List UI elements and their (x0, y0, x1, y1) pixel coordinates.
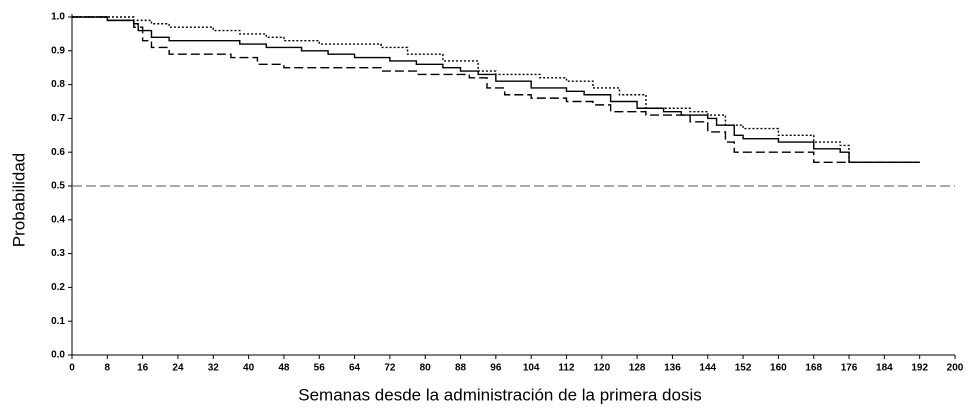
x-tick-label: 120 (593, 363, 610, 374)
x-tick-label: 32 (208, 363, 220, 374)
x-tick-label: 104 (523, 363, 540, 374)
x-tick-label: 40 (243, 363, 255, 374)
x-tick-label: 8 (105, 363, 111, 374)
y-tick-label: 0.9 (51, 45, 65, 56)
y-tick-label: 0.0 (51, 350, 65, 361)
survival-line (72, 16, 920, 164)
x-tick-label: 168 (805, 363, 822, 374)
x-axis-label: Semanas desde la administración de la pr… (298, 385, 701, 404)
y-tick-label: 0.1 (51, 316, 65, 327)
y-tick-label: 0.3 (51, 248, 65, 259)
x-tick-label: 0 (69, 363, 75, 374)
x-tick-label: 160 (770, 363, 787, 374)
x-tick-label: 48 (278, 363, 290, 374)
x-tick-label: 96 (490, 363, 502, 374)
x-tick-label: 184 (876, 363, 893, 374)
y-axis-label: Probabilidad (9, 153, 28, 248)
x-tick-label: 144 (699, 363, 716, 374)
y-tick-label: 0.8 (51, 79, 65, 90)
x-tick-label: 16 (137, 363, 149, 374)
x-tick-label: 64 (349, 363, 361, 374)
x-tick-label: 152 (735, 363, 752, 374)
y-tick-label: 0.6 (51, 147, 65, 158)
x-tick-label: 112 (558, 363, 575, 374)
x-tick-label: 192 (911, 363, 928, 374)
x-tick-label: 200 (947, 363, 964, 374)
x-tick-label: 80 (420, 363, 432, 374)
survival-line (72, 16, 920, 164)
y-tick-label: 0.4 (51, 214, 65, 225)
y-tick-label: 0.7 (51, 113, 65, 124)
x-tick-label: 88 (455, 363, 467, 374)
x-tick-label: 136 (664, 363, 681, 374)
x-tick-label: 72 (384, 363, 396, 374)
x-tick-label: 176 (841, 363, 858, 374)
survival-line (72, 16, 920, 164)
y-tick-label: 1.0 (51, 12, 65, 23)
x-tick-label: 128 (629, 363, 646, 374)
x-tick-label: 24 (172, 363, 184, 374)
x-tick-label: 56 (314, 363, 326, 374)
y-tick-label: 0.5 (51, 181, 65, 192)
y-tick-label: 0.2 (51, 282, 65, 293)
